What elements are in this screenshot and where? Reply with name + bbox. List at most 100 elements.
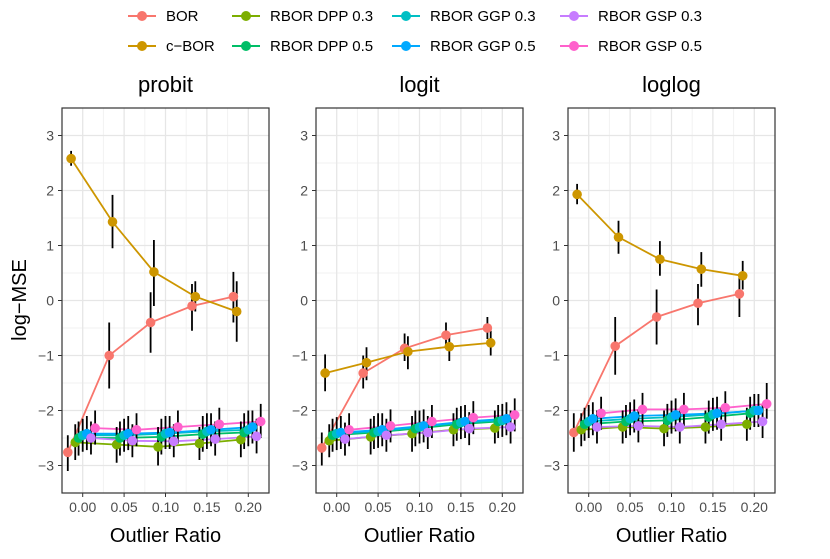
- data-point: [131, 424, 142, 435]
- y-tick-label: −2: [38, 403, 54, 419]
- data-point: [441, 330, 451, 340]
- legend-item: RBOR GGP 0.3: [392, 8, 536, 25]
- x-tick-label: 0.05: [110, 499, 137, 515]
- data-point: [206, 424, 216, 435]
- data-point: [734, 289, 745, 299]
- y-tick-label: 0: [552, 293, 560, 309]
- y-tick-label: −2: [544, 403, 560, 419]
- y-tick-label: 0: [300, 293, 308, 309]
- data-point: [753, 405, 764, 416]
- x-tick-label: 0.20: [235, 499, 262, 515]
- y-tick-label: −3: [544, 458, 560, 474]
- legend-item: RBOR DPP 0.3: [232, 8, 373, 25]
- data-point: [316, 443, 327, 453]
- legend-label: RBOR GSP 0.5: [598, 38, 702, 55]
- data-point: [761, 399, 772, 409]
- data-point: [596, 408, 606, 419]
- data-point: [145, 317, 156, 328]
- data-point: [422, 427, 433, 438]
- y-tick-label: −2: [292, 403, 308, 419]
- data-point: [153, 442, 163, 452]
- x-tick-label: 0.15: [699, 499, 726, 515]
- panel-title: probit: [138, 72, 193, 97]
- legend-item: RBOR DPP 0.5: [232, 38, 373, 55]
- y-tick-label: −1: [544, 348, 560, 364]
- panel-title: loglog: [642, 72, 701, 97]
- y-tick-label: 3: [552, 128, 560, 144]
- data-point: [592, 422, 602, 432]
- data-point: [340, 434, 350, 444]
- data-point: [251, 431, 262, 442]
- x-axis-label: Outlier Ratio: [364, 525, 475, 547]
- data-point: [427, 416, 437, 427]
- legend-label: c−BOR: [166, 38, 215, 55]
- data-point: [86, 433, 96, 443]
- data-point: [320, 368, 330, 378]
- x-tick-label: 0.05: [616, 499, 643, 515]
- x-axis-label: Outlier Ratio: [110, 525, 221, 547]
- data-point: [651, 312, 662, 322]
- data-point: [231, 306, 242, 317]
- panel-loglog: loglog −3 −2 −1 0 1 2 3 0.00 0.05 0.10 0.15 0.20 Outl…: [544, 72, 776, 547]
- panels: probit −3 −2 −1 0 1 2 3 0.00 0.05 0.10 0.15 0.20 Outl…: [38, 72, 776, 547]
- y-tick-label: −3: [38, 458, 54, 474]
- y-tick-label: 1: [46, 238, 54, 254]
- panel-logit: logit −3 −2 −1 0 1 2 3 0.00 0.05 0.10 0.15 0.20 Outli…: [292, 72, 524, 547]
- data-point: [637, 404, 648, 415]
- data-point: [482, 323, 493, 333]
- legend-key-point: [401, 11, 411, 21]
- x-axis-label: Outlier Ratio: [616, 525, 727, 547]
- data-point: [696, 264, 707, 274]
- legend-label: RBOR DPP 0.3: [270, 8, 373, 25]
- data-point: [572, 189, 582, 200]
- data-point: [90, 423, 100, 433]
- x-tick-label: 0.10: [406, 499, 433, 515]
- data-point: [104, 350, 114, 361]
- data-point: [501, 413, 512, 424]
- data-point: [693, 298, 703, 309]
- data-point: [127, 435, 138, 446]
- y-tick-label: 1: [552, 238, 560, 254]
- data-point: [173, 422, 183, 432]
- panel-title: logit: [399, 72, 439, 97]
- legend-label: RBOR GGP 0.3: [430, 8, 536, 25]
- data-point: [214, 419, 225, 430]
- data-point: [403, 346, 413, 357]
- x-tick-label: 0.15: [447, 499, 474, 515]
- data-point: [190, 291, 201, 302]
- data-point: [444, 341, 455, 352]
- data-point: [505, 422, 516, 432]
- data-point: [168, 436, 179, 447]
- data-point: [361, 357, 372, 368]
- legend-key-point: [241, 41, 251, 51]
- data-point: [187, 301, 197, 311]
- data-point: [742, 419, 752, 430]
- data-point: [670, 410, 681, 420]
- legend-item: RBOR GSP 0.5: [560, 38, 702, 55]
- data-point: [460, 416, 470, 427]
- data-point: [247, 422, 258, 432]
- data-point: [659, 423, 669, 434]
- y-tick-label: 0: [46, 293, 54, 309]
- y-tick-label: −3: [292, 458, 308, 474]
- data-point: [509, 410, 520, 420]
- x-tick-label: 0.05: [364, 499, 391, 515]
- data-point: [568, 427, 579, 438]
- legend-key-point: [569, 41, 579, 51]
- data-point: [385, 421, 396, 431]
- legend-label: BOR: [166, 8, 199, 25]
- legend-label: RBOR GGP 0.5: [430, 38, 536, 55]
- data-point: [381, 430, 392, 441]
- data-point: [194, 438, 205, 449]
- x-tick-label: 0.00: [575, 499, 602, 515]
- legend-item: RBOR GGP 0.5: [392, 38, 536, 55]
- legend-key-point: [569, 11, 579, 21]
- x-tick-label: 0.20: [489, 499, 516, 515]
- data-point: [629, 411, 640, 421]
- data-point: [107, 217, 118, 227]
- data-point: [679, 404, 689, 415]
- data-point: [66, 153, 76, 164]
- data-point: [62, 447, 73, 458]
- data-point: [358, 368, 368, 378]
